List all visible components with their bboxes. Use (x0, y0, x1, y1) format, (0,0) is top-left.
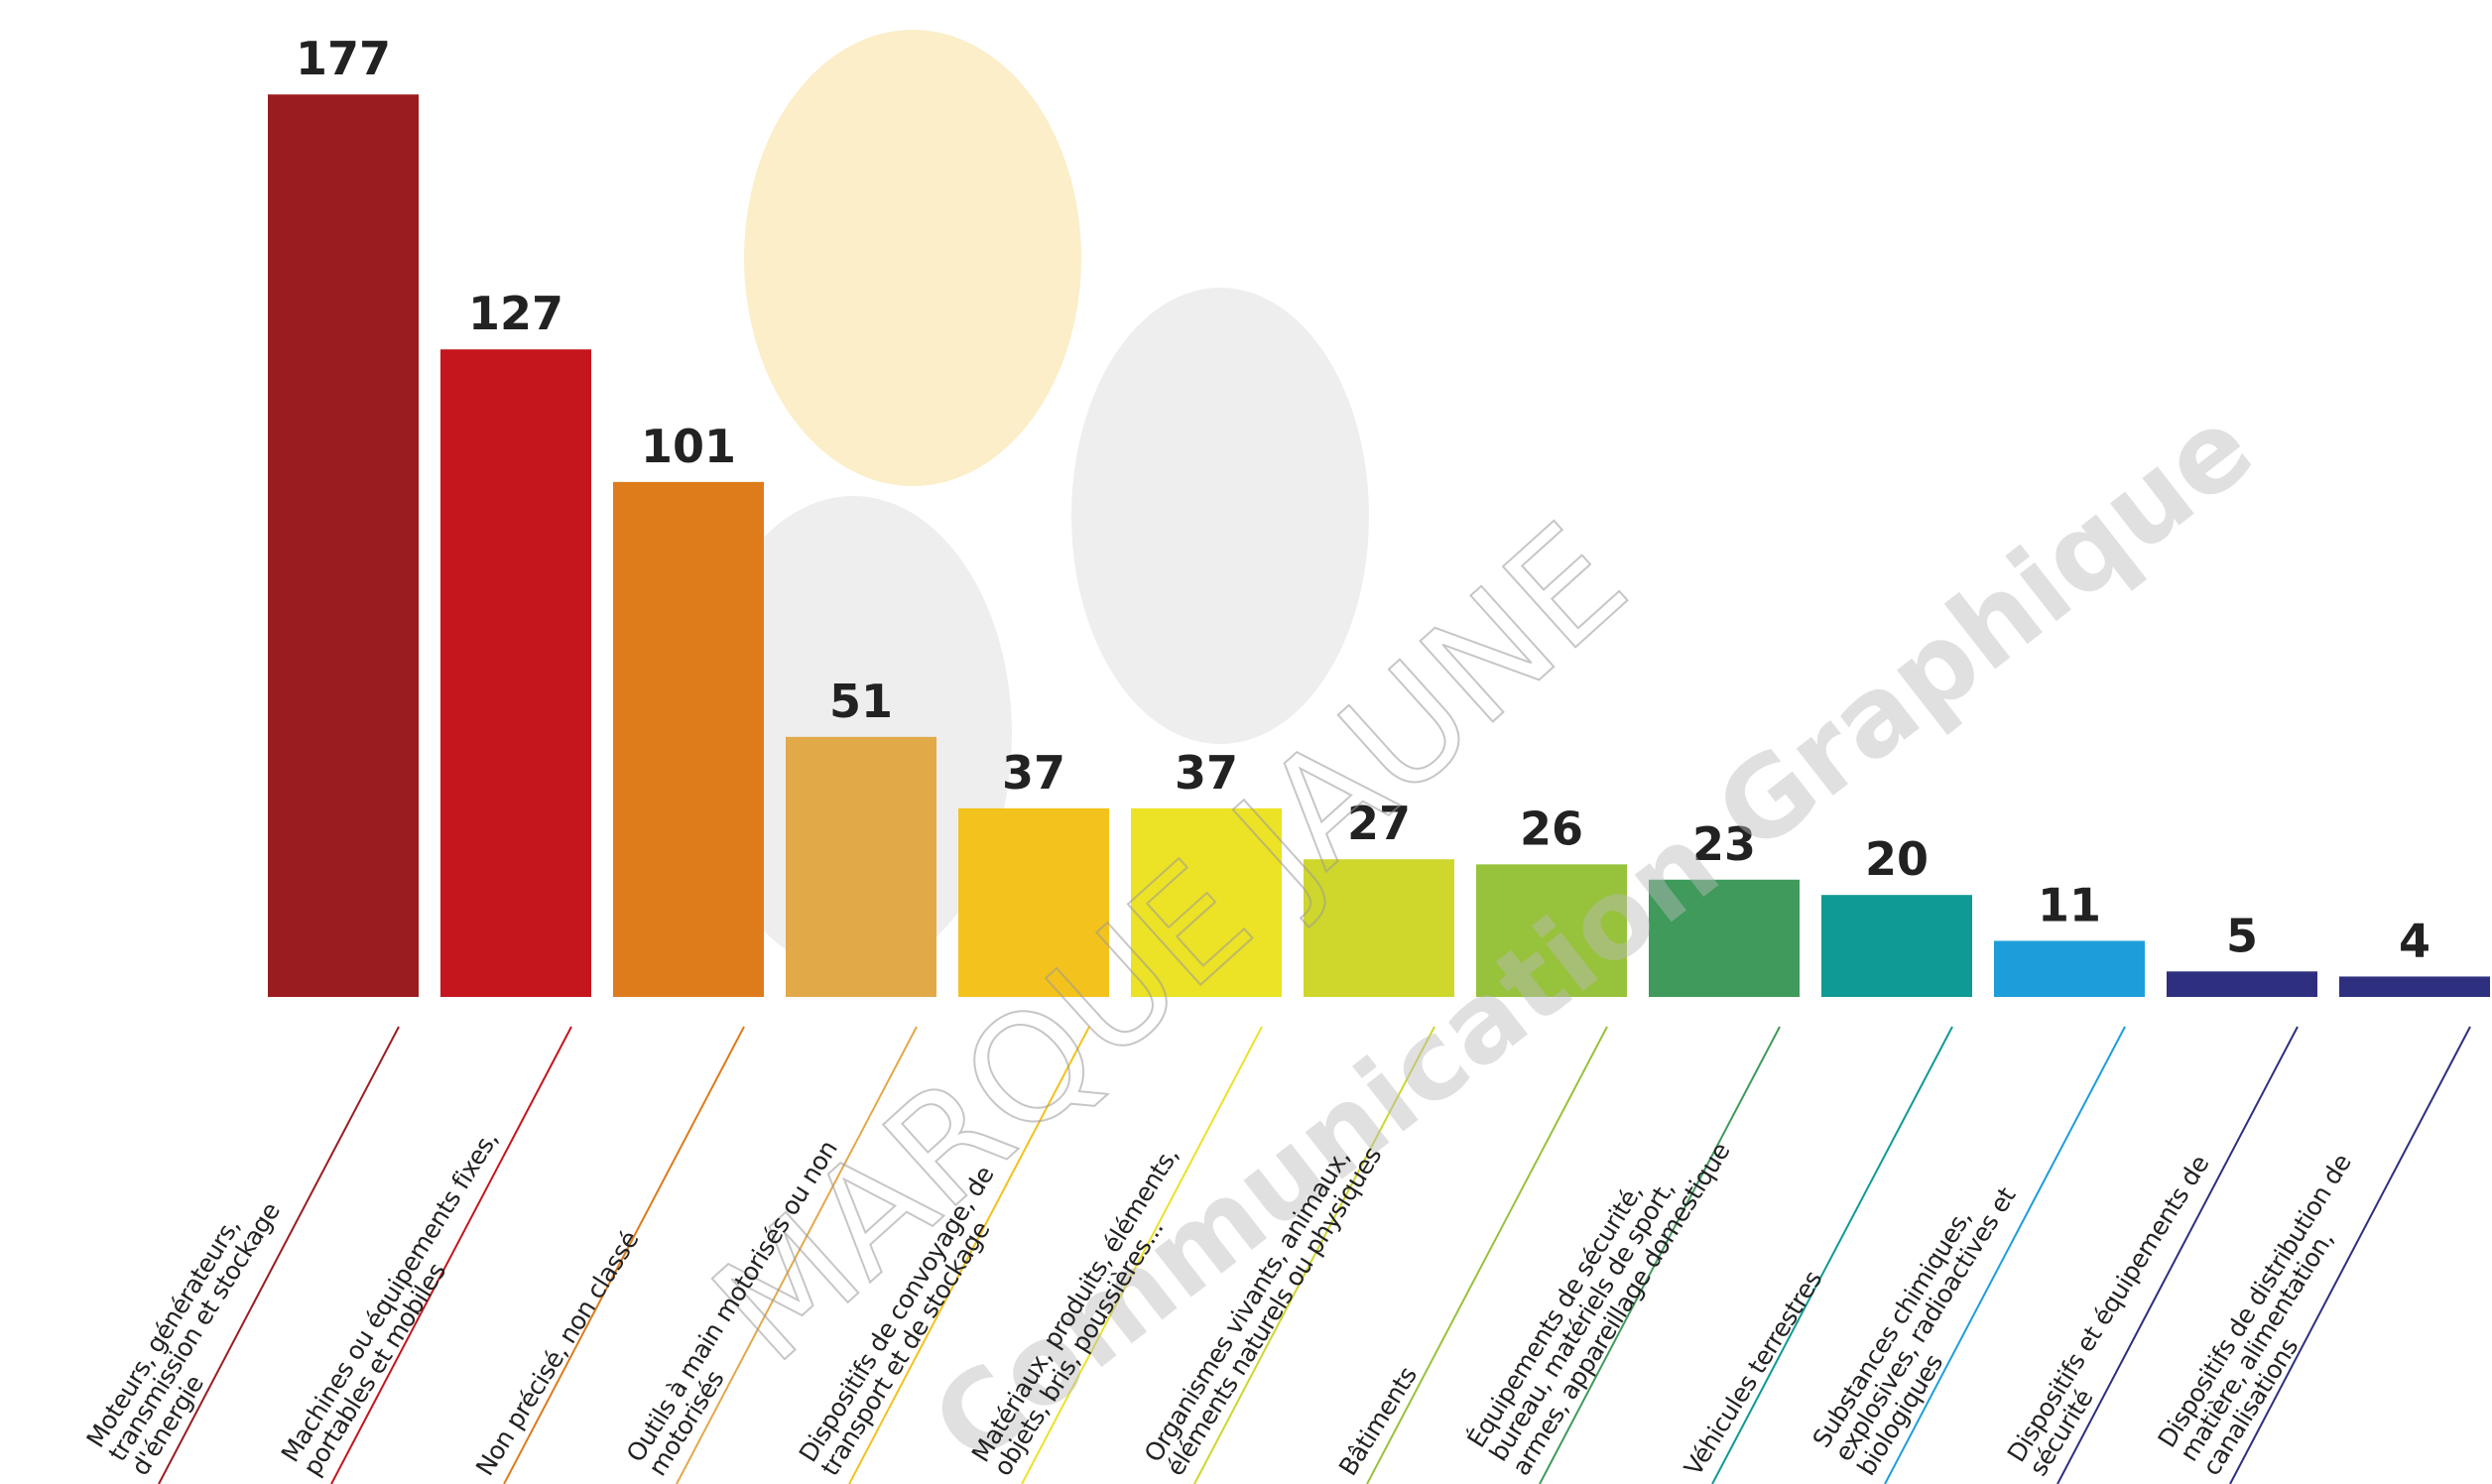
bar (1821, 895, 1972, 997)
value-label: 4 (2399, 914, 2430, 967)
value-label: 127 (468, 287, 563, 340)
bar (440, 349, 591, 997)
decoration (1071, 288, 1369, 744)
bar (786, 737, 936, 997)
bar (268, 94, 419, 997)
value-label: 101 (641, 420, 736, 473)
decoration (744, 30, 1081, 486)
value-label: 20 (1865, 832, 1929, 886)
value-label: 51 (829, 675, 893, 728)
bar (2167, 971, 2317, 997)
value-label: 37 (1002, 746, 1065, 800)
value-label: 11 (2038, 878, 2101, 931)
value-label: 177 (296, 32, 391, 85)
value-label: 5 (2226, 909, 2258, 962)
page: 177127101513737272623201154MARQUE JAUNEC… (0, 0, 2492, 1484)
chart: 177127101513737272623201154MARQUE JAUNEC… (0, 0, 2492, 1484)
bar (1994, 940, 2145, 997)
bar (2339, 976, 2490, 997)
value-label: 26 (1520, 802, 1583, 855)
bar (613, 482, 764, 997)
